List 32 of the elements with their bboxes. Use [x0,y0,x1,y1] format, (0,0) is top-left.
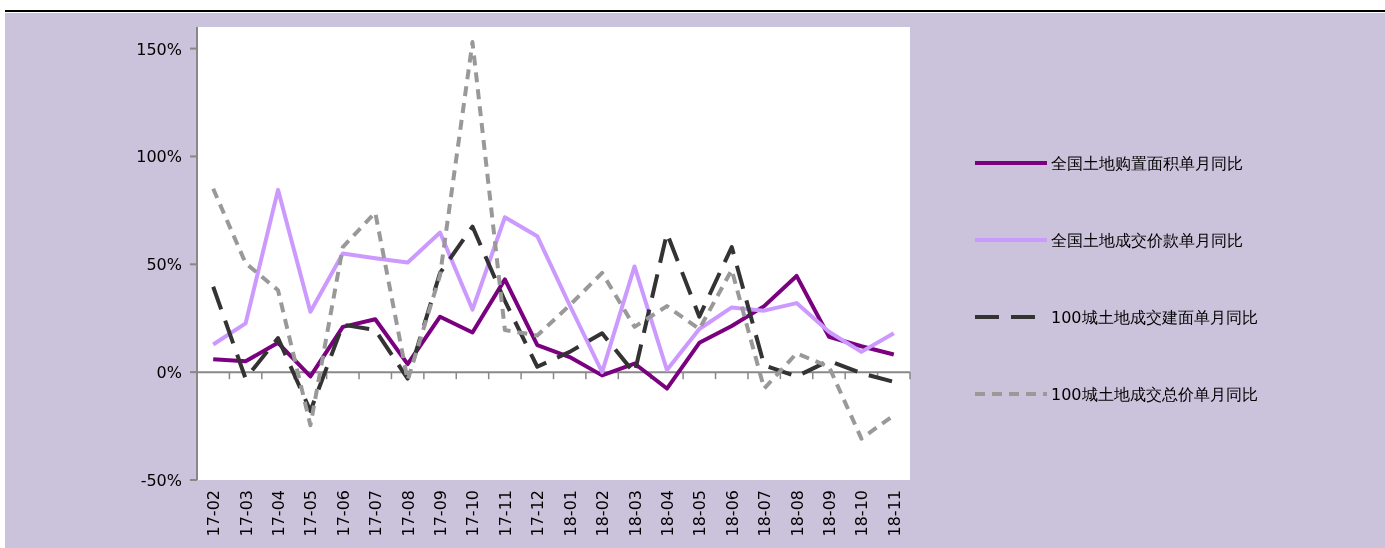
x-tick-label: 17-08 [398,490,418,537]
legend-label: 全国土地成交价款单月同比 [1051,231,1243,250]
y-tick-label: -50% [140,471,182,490]
x-tick-label: 18-05 [690,490,710,537]
x-tick-label: 18-11 [884,490,904,537]
legend-label: 100城土地成交建面单月同比 [1051,308,1258,327]
x-tick-label: 18-03 [625,490,645,537]
y-tick-label: 0% [156,363,182,383]
x-tick-label: 18-08 [787,490,807,537]
x-tick-label: 18-07 [755,490,775,537]
x-tick-label: 17-12 [528,490,548,537]
legend-label: 100城土地成交总价单月同比 [1051,385,1258,404]
x-tick-label: 17-06 [333,490,353,537]
y-tick-label: 150% [136,39,182,59]
x-tick-label: 17-04 [269,490,289,537]
x-tick-label: 17-09 [431,490,451,537]
x-tick-label: 17-11 [495,490,515,537]
y-tick-label: 50% [146,255,182,275]
line-series [211,187,896,375]
x-tick-label: 18-10 [852,490,872,537]
x-tick-label: 17-05 [301,490,321,537]
y-tick-label: 100% [136,147,182,167]
legend-label: 全国土地购置面积单月同比 [1051,154,1243,173]
x-tick-label: 17-07 [366,490,386,537]
x-tick-label: 18-04 [657,490,677,537]
x-tick-label: 18-09 [819,490,839,537]
x-tick-label: 17-03 [236,490,256,537]
x-tick-label: 18-06 [722,490,742,537]
x-tick-label: 18-02 [593,490,613,537]
x-tick-label: 17-02 [204,490,224,537]
x-tick-label: 18-01 [560,490,580,537]
x-tick-label: 17-10 [463,490,483,537]
